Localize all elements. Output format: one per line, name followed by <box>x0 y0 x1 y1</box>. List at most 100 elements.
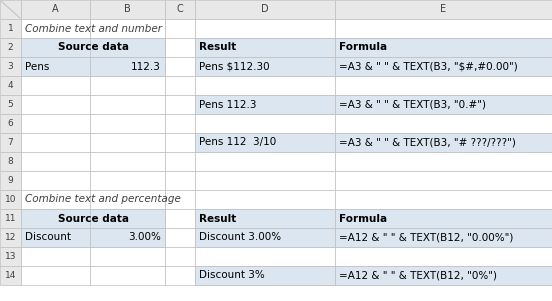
Bar <box>90 57 165 76</box>
Bar <box>195 247 335 266</box>
Text: Combine text and number: Combine text and number <box>25 23 162 33</box>
Bar <box>195 38 335 57</box>
Bar <box>21 57 90 76</box>
Text: Formula: Formula <box>339 42 387 52</box>
Text: 12: 12 <box>5 233 16 242</box>
Bar <box>90 76 165 95</box>
Bar <box>21 266 90 285</box>
Bar <box>165 171 195 190</box>
Bar <box>195 266 335 285</box>
Bar <box>195 57 335 76</box>
Bar <box>90 247 165 266</box>
Bar <box>90 133 165 152</box>
Bar <box>195 95 335 114</box>
Bar <box>21 190 90 209</box>
Bar <box>0 114 21 133</box>
Bar <box>0 228 21 247</box>
Text: =A12 & " " & TEXT(B12, "0%"): =A12 & " " & TEXT(B12, "0%") <box>339 271 497 281</box>
Text: =A3 & " " & TEXT(B3, "$#,#0.00"): =A3 & " " & TEXT(B3, "$#,#0.00") <box>339 61 518 72</box>
Bar <box>21 38 165 57</box>
Bar <box>165 95 195 114</box>
Text: Source data: Source data <box>57 213 129 224</box>
Bar <box>21 228 90 247</box>
Bar <box>335 19 552 38</box>
Bar <box>195 57 335 76</box>
Bar <box>335 228 552 247</box>
Text: =A12 & " " & TEXT(B12, "0.00%"): =A12 & " " & TEXT(B12, "0.00%") <box>339 232 513 243</box>
Bar <box>90 38 165 57</box>
Text: 3.00%: 3.00% <box>128 232 161 243</box>
Bar <box>195 266 335 285</box>
Text: 1: 1 <box>8 24 13 33</box>
Text: 14: 14 <box>5 271 16 280</box>
Bar <box>335 209 552 228</box>
Bar <box>0 76 21 95</box>
Bar <box>165 57 195 76</box>
Text: Pens 112  3/10: Pens 112 3/10 <box>199 138 276 147</box>
Text: 5: 5 <box>8 100 13 109</box>
Text: E: E <box>440 5 447 14</box>
Bar <box>165 152 195 171</box>
Bar <box>165 19 195 38</box>
Bar <box>195 209 335 228</box>
Bar <box>335 209 552 228</box>
Bar <box>335 247 552 266</box>
Bar <box>335 228 552 247</box>
Text: Formula: Formula <box>339 213 387 224</box>
Bar <box>21 209 90 228</box>
Bar <box>0 247 21 266</box>
Text: 13: 13 <box>5 252 16 261</box>
Bar <box>195 228 335 247</box>
Text: C: C <box>177 5 183 14</box>
Bar <box>165 0 195 19</box>
Bar <box>90 171 165 190</box>
Text: 10: 10 <box>5 195 16 204</box>
Text: =A3 & " " & TEXT(B3, "0.#"): =A3 & " " & TEXT(B3, "0.#") <box>339 100 486 110</box>
Bar <box>335 171 552 190</box>
Bar <box>165 228 195 247</box>
Bar <box>90 114 165 133</box>
Text: Result: Result <box>199 213 236 224</box>
Bar <box>335 76 552 95</box>
Text: Result: Result <box>199 42 236 52</box>
Bar <box>335 133 552 152</box>
Bar <box>335 38 552 57</box>
Bar <box>0 209 21 228</box>
Bar <box>165 114 195 133</box>
Bar <box>195 76 335 95</box>
Bar <box>335 133 552 152</box>
Text: Discount 3.00%: Discount 3.00% <box>199 232 281 243</box>
Text: Pens $112.30: Pens $112.30 <box>199 61 269 72</box>
Bar <box>195 19 335 38</box>
Bar <box>90 57 165 76</box>
Bar <box>0 266 21 285</box>
Bar <box>90 190 165 209</box>
Bar <box>21 57 90 76</box>
Bar <box>165 266 195 285</box>
Bar <box>21 171 90 190</box>
Bar <box>21 247 90 266</box>
Bar <box>335 0 552 19</box>
Bar <box>21 209 165 228</box>
Bar <box>0 171 21 190</box>
Bar <box>90 19 165 38</box>
Bar <box>195 228 335 247</box>
Bar <box>21 95 90 114</box>
Bar <box>165 76 195 95</box>
Bar <box>90 266 165 285</box>
Bar <box>90 152 165 171</box>
Bar <box>90 228 165 247</box>
Bar <box>195 133 335 152</box>
Bar <box>165 247 195 266</box>
Bar <box>0 0 21 19</box>
Text: 4: 4 <box>8 81 13 90</box>
Bar <box>195 152 335 171</box>
Text: Source data: Source data <box>57 42 129 52</box>
Bar <box>21 228 90 247</box>
Text: 3: 3 <box>8 62 13 71</box>
Bar <box>335 95 552 114</box>
Bar <box>195 171 335 190</box>
Text: Discount: Discount <box>25 232 71 243</box>
Bar <box>21 152 90 171</box>
Bar <box>21 76 90 95</box>
